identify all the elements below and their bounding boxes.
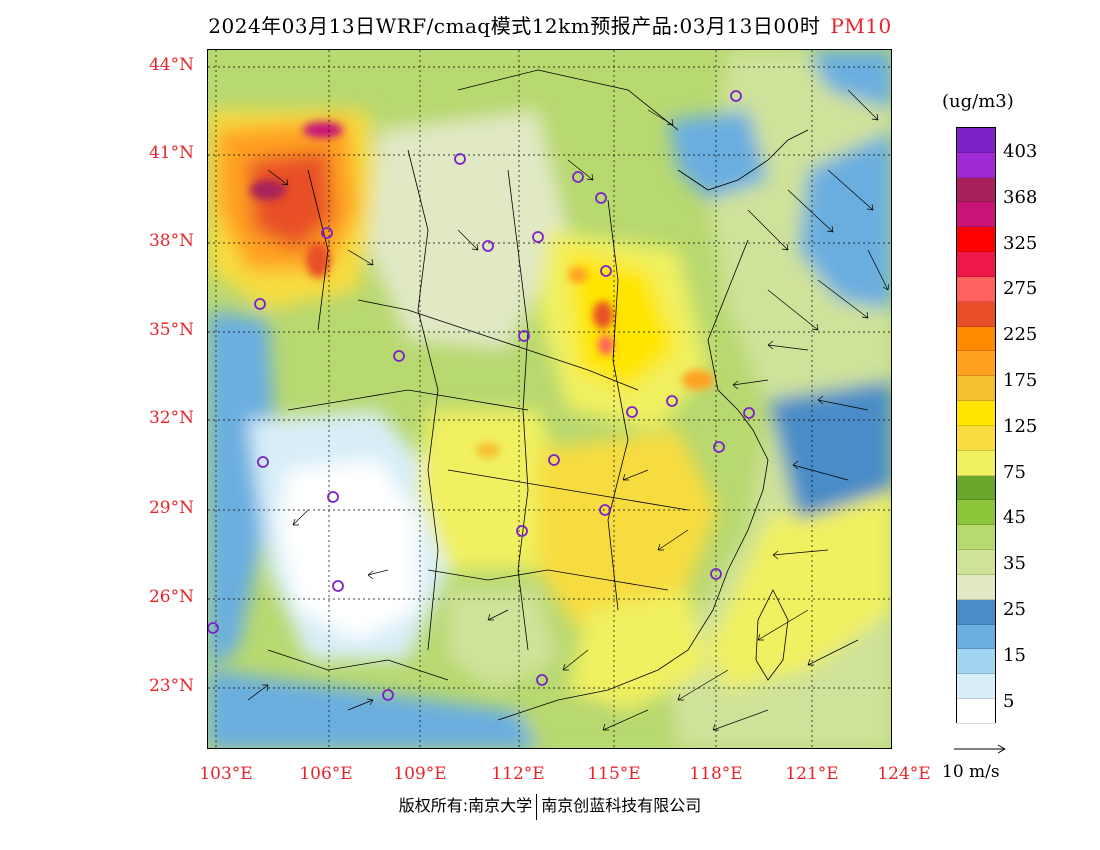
colorbar-segment [957,326,995,352]
colorbar-segment [957,376,995,402]
colorbar-segment [957,128,995,153]
colorbar-segment [957,351,995,377]
copyright-left: 版权所有:南京大学 [398,796,533,815]
colorbar-tick-label: 325 [1003,232,1038,254]
colorbar-tick-label: 35 [1003,553,1026,575]
colorbar-tick-label: 25 [1003,599,1026,620]
colorbar [956,127,996,724]
colorbar-tick-label: 125 [1003,415,1038,437]
colorbar-segment [957,276,995,302]
colorbar-segment [957,152,995,178]
lat-label-32: 32°N [148,408,194,428]
lon-label-118: 118°E [689,764,743,784]
lon-label-124: 124°E [877,764,931,784]
colorbar-segment [957,401,995,426]
hotspots [250,122,714,458]
colorbar-segment [957,425,995,451]
colorbar-segment [957,525,995,551]
lon-label-112: 112°E [491,764,545,784]
lat-label-38: 38°N [148,231,194,251]
lon-label-115: 115°E [587,764,641,784]
colorbar-tick-label: 403 [1003,141,1038,162]
colorbar-segment [957,674,995,700]
footer-separator [536,793,538,820]
boundaries [267,69,809,721]
map-panel [207,49,892,749]
colorbar-segment [957,550,995,575]
colorbar-segment [957,450,995,476]
colorbar-segment [957,227,995,253]
graticule [208,50,891,748]
colorbar-segment [957,202,995,228]
copyright-footer: 版权所有:南京大学 南京创蓝科技有限公司 [0,792,1100,820]
concentration-regions [208,50,891,748]
pm10-field [208,50,891,748]
colorbar-segment [957,599,995,625]
lat-label-23: 23°N [148,676,194,696]
colorbar-segment [957,574,995,600]
copyright-right: 南京创蓝科技有限公司 [541,796,702,815]
colorbar-tick-label: 175 [1003,370,1038,391]
city-markers [208,90,755,701]
colorbar-tick-label: 368 [1003,186,1038,208]
lat-label-29: 29°N [148,498,194,518]
colorbar-tick-label: 225 [1003,324,1038,346]
lon-label-121: 121°E [785,764,839,784]
colorbar-tick-label: 45 [1003,507,1026,529]
colorbar-segment [957,475,995,501]
pollutant-label: PM10 [830,14,892,38]
colorbar-segment [957,649,995,675]
lon-label-109: 109°E [393,764,447,784]
colorbar-segment [957,699,995,724]
wind-reference-arrow [954,744,1006,754]
wind-vectors [247,89,890,731]
title-text: 2024年03月13日WRF/cmaq模式12km预报产品:03月13日00时 [208,14,821,38]
colorbar-tick-label: 15 [1003,644,1026,666]
wind-reference-label: 10 m/s [942,762,1000,782]
lat-label-44: 44°N [148,55,194,75]
colorbar-tick-label: 75 [1003,461,1026,483]
colorbar-tick-label: 275 [1003,278,1038,300]
colorbar-segment [957,301,995,327]
colorbar-unit: (ug/m3) [942,91,1014,112]
colorbar-segment [957,177,995,203]
lat-label-41: 41°N [148,143,194,163]
lon-label-103: 103°E [199,764,253,784]
colorbar-tick-label: 5 [1003,690,1015,712]
colorbar-segment [957,252,995,277]
colorbar-segment [957,500,995,526]
lat-label-35: 35°N [148,320,194,340]
map-title: 2024年03月13日WRF/cmaq模式12km预报产品:03月13日00时 P… [0,10,1100,39]
lat-label-26: 26°N [148,587,194,607]
colorbar-segment [957,624,995,650]
lon-label-106: 106°E [299,764,353,784]
